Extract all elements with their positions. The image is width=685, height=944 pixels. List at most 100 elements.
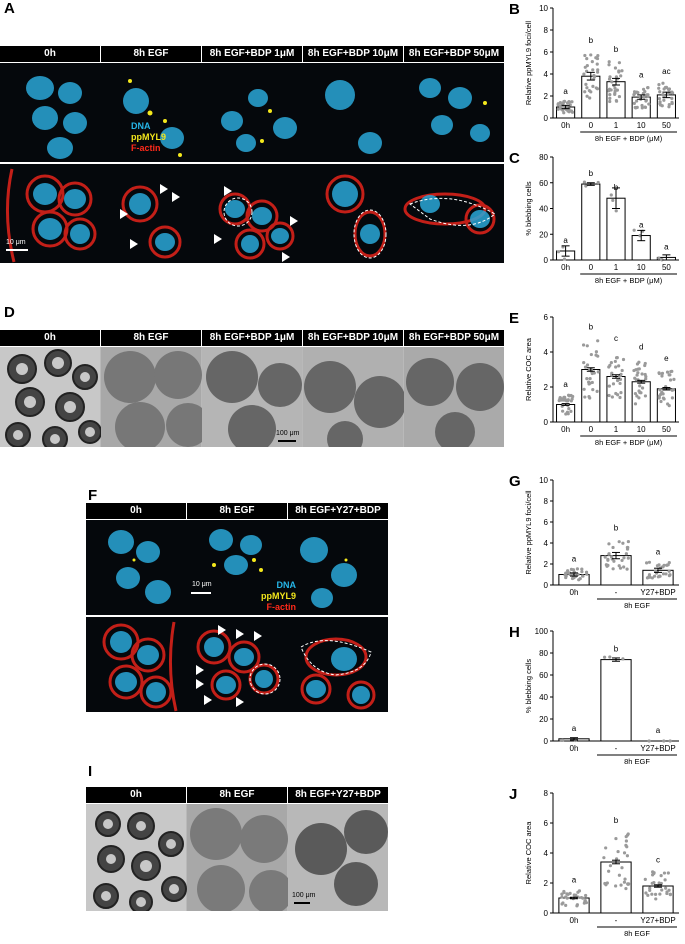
panel-i-scale-label: 100 μm bbox=[292, 892, 316, 899]
data-point bbox=[617, 564, 621, 568]
panel-label-e: E bbox=[509, 310, 519, 327]
data-point bbox=[584, 570, 589, 574]
data-point bbox=[582, 180, 587, 184]
category-label: - bbox=[615, 744, 618, 753]
data-point bbox=[650, 892, 654, 896]
data-point bbox=[556, 107, 560, 111]
panel-a-stain-legend: DNA ppMYL9 F-actin bbox=[131, 121, 166, 154]
chart-e: E 0 2 4 6 Relative COC area a 0h b 0 c 1 d 10 e 50 8h EG… bbox=[509, 310, 679, 447]
data-point bbox=[625, 567, 629, 571]
data-point bbox=[623, 877, 627, 881]
panel-label-b: B bbox=[509, 1, 520, 18]
category-label: 0h bbox=[561, 425, 570, 434]
significance-letter: a bbox=[572, 724, 577, 733]
data-point bbox=[637, 360, 641, 364]
data-point bbox=[584, 893, 588, 898]
data-point bbox=[657, 256, 661, 260]
y-tick-label: 4 bbox=[544, 70, 549, 79]
data-point bbox=[658, 388, 662, 392]
data-point bbox=[661, 565, 665, 569]
data-point bbox=[665, 890, 669, 894]
data-point bbox=[657, 395, 661, 399]
data-point bbox=[670, 90, 674, 94]
data-point bbox=[569, 567, 574, 571]
data-point bbox=[611, 382, 616, 386]
panel-f-row2-svg bbox=[102, 621, 376, 712]
data-point bbox=[634, 378, 639, 382]
category-label: 50 bbox=[662, 121, 671, 130]
data-point bbox=[618, 566, 623, 570]
y-axis-label: Relative COC area bbox=[524, 821, 533, 885]
data-point bbox=[606, 558, 610, 562]
data-point bbox=[565, 892, 569, 896]
data-point bbox=[626, 556, 630, 560]
data-point bbox=[660, 374, 664, 378]
y-axis-label: % blebbing cells bbox=[524, 181, 533, 235]
category-label: 0h bbox=[570, 588, 579, 597]
bar bbox=[581, 183, 601, 261]
category-label: 0h bbox=[561, 121, 570, 130]
data-point bbox=[632, 368, 636, 373]
data-point bbox=[570, 397, 574, 401]
panel-i-header-0h: 0h bbox=[86, 787, 186, 803]
data-point bbox=[608, 93, 612, 97]
data-point bbox=[614, 209, 618, 213]
data-point bbox=[650, 576, 654, 580]
data-point bbox=[592, 371, 596, 375]
data-point bbox=[667, 574, 672, 578]
data-point bbox=[621, 541, 625, 545]
y-tick-label: 4 bbox=[544, 849, 549, 858]
data-point bbox=[562, 111, 566, 115]
data-point bbox=[660, 104, 664, 108]
data-point bbox=[617, 364, 621, 368]
y-tick-label: 60 bbox=[539, 179, 548, 188]
data-point bbox=[662, 397, 666, 401]
panel-label-g: G bbox=[509, 473, 521, 490]
data-point bbox=[668, 892, 673, 896]
panel-d-header-egf: 8h EGF bbox=[101, 330, 201, 346]
data-point bbox=[633, 402, 638, 406]
data-point bbox=[608, 96, 612, 100]
significance-letter: a bbox=[656, 548, 661, 557]
data-point bbox=[671, 388, 676, 392]
ppmyl9-label: ppMYL9 bbox=[261, 591, 296, 601]
data-point bbox=[646, 94, 650, 99]
y-tick-label: 10 bbox=[539, 4, 548, 13]
data-point bbox=[637, 396, 641, 400]
data-point bbox=[662, 98, 666, 102]
data-point bbox=[610, 395, 614, 399]
data-point bbox=[575, 567, 580, 571]
data-point bbox=[642, 95, 646, 99]
y-tick-label: 6 bbox=[544, 48, 549, 57]
panel-label-d: D bbox=[4, 304, 15, 321]
group-label: 8h EGF bbox=[624, 757, 650, 766]
data-point bbox=[666, 871, 670, 875]
data-point bbox=[595, 56, 600, 61]
data-point bbox=[594, 350, 599, 354]
category-label: 0 bbox=[589, 263, 594, 272]
data-point bbox=[589, 352, 593, 357]
data-point bbox=[646, 893, 650, 897]
data-point bbox=[562, 257, 567, 261]
significance-letter: a bbox=[664, 242, 669, 251]
panel-d-header-bdp50: 8h EGF+BDP 50μM bbox=[404, 330, 504, 346]
data-point bbox=[576, 895, 580, 899]
significance-letter: a bbox=[572, 875, 577, 884]
data-point bbox=[670, 396, 675, 400]
category-label: 0 bbox=[589, 121, 594, 130]
panel-a-row1-micrographs: DNA ppMYL9 F-actin bbox=[0, 63, 504, 162]
data-point bbox=[644, 98, 648, 102]
data-point bbox=[640, 103, 644, 108]
data-point bbox=[610, 80, 614, 84]
group-label: 8h EGF bbox=[624, 601, 650, 610]
data-point bbox=[643, 363, 647, 368]
data-point bbox=[647, 739, 651, 743]
data-point bbox=[672, 377, 676, 381]
panel-label-i: I bbox=[88, 763, 93, 780]
significance-letter: b bbox=[614, 523, 619, 532]
data-point bbox=[596, 370, 600, 374]
data-point bbox=[662, 87, 666, 91]
panel-i-header-y27: 8h EGF+Y27+BDP bbox=[288, 787, 388, 803]
panel-a-scalebar bbox=[6, 249, 28, 251]
data-point bbox=[585, 363, 590, 367]
